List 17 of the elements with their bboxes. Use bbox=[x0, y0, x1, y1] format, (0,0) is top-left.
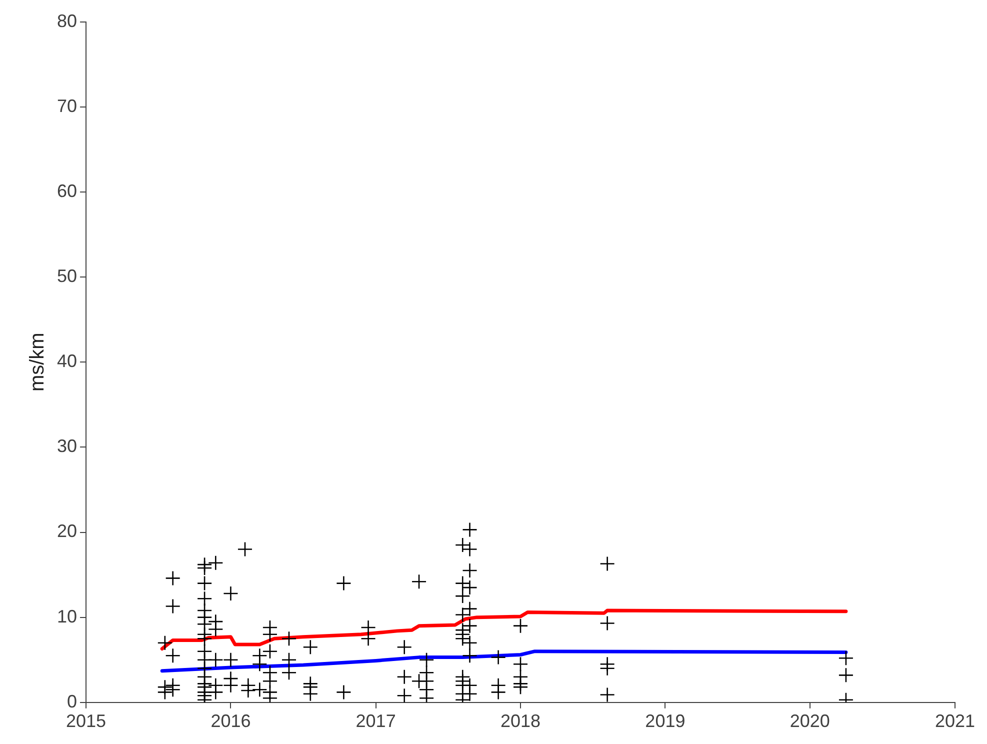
y-tick-label: 80 bbox=[56, 10, 78, 31]
y-axis-title: ms/km bbox=[26, 332, 49, 392]
x-tick-label: 2020 bbox=[790, 711, 830, 732]
y-tick-label: 10 bbox=[56, 606, 78, 626]
y-tick-label: 30 bbox=[56, 436, 78, 456]
x-tick-label: 2016 bbox=[210, 711, 251, 732]
x-tick-label: 2017 bbox=[356, 711, 396, 732]
y-tick-label: 20 bbox=[56, 521, 78, 542]
x-tick-label: 2015 bbox=[66, 711, 106, 732]
y-tick-label: 60 bbox=[56, 180, 78, 201]
y-tick-label: 50 bbox=[56, 266, 78, 286]
x-tick-label: 2019 bbox=[645, 711, 686, 732]
y-tick-label: 0 bbox=[67, 691, 78, 712]
x-tick-label: 2018 bbox=[500, 711, 541, 732]
y-tick-label: 40 bbox=[56, 351, 78, 372]
y-tick-label: 70 bbox=[56, 96, 78, 116]
x-tick-label: 2021 bbox=[934, 711, 975, 732]
